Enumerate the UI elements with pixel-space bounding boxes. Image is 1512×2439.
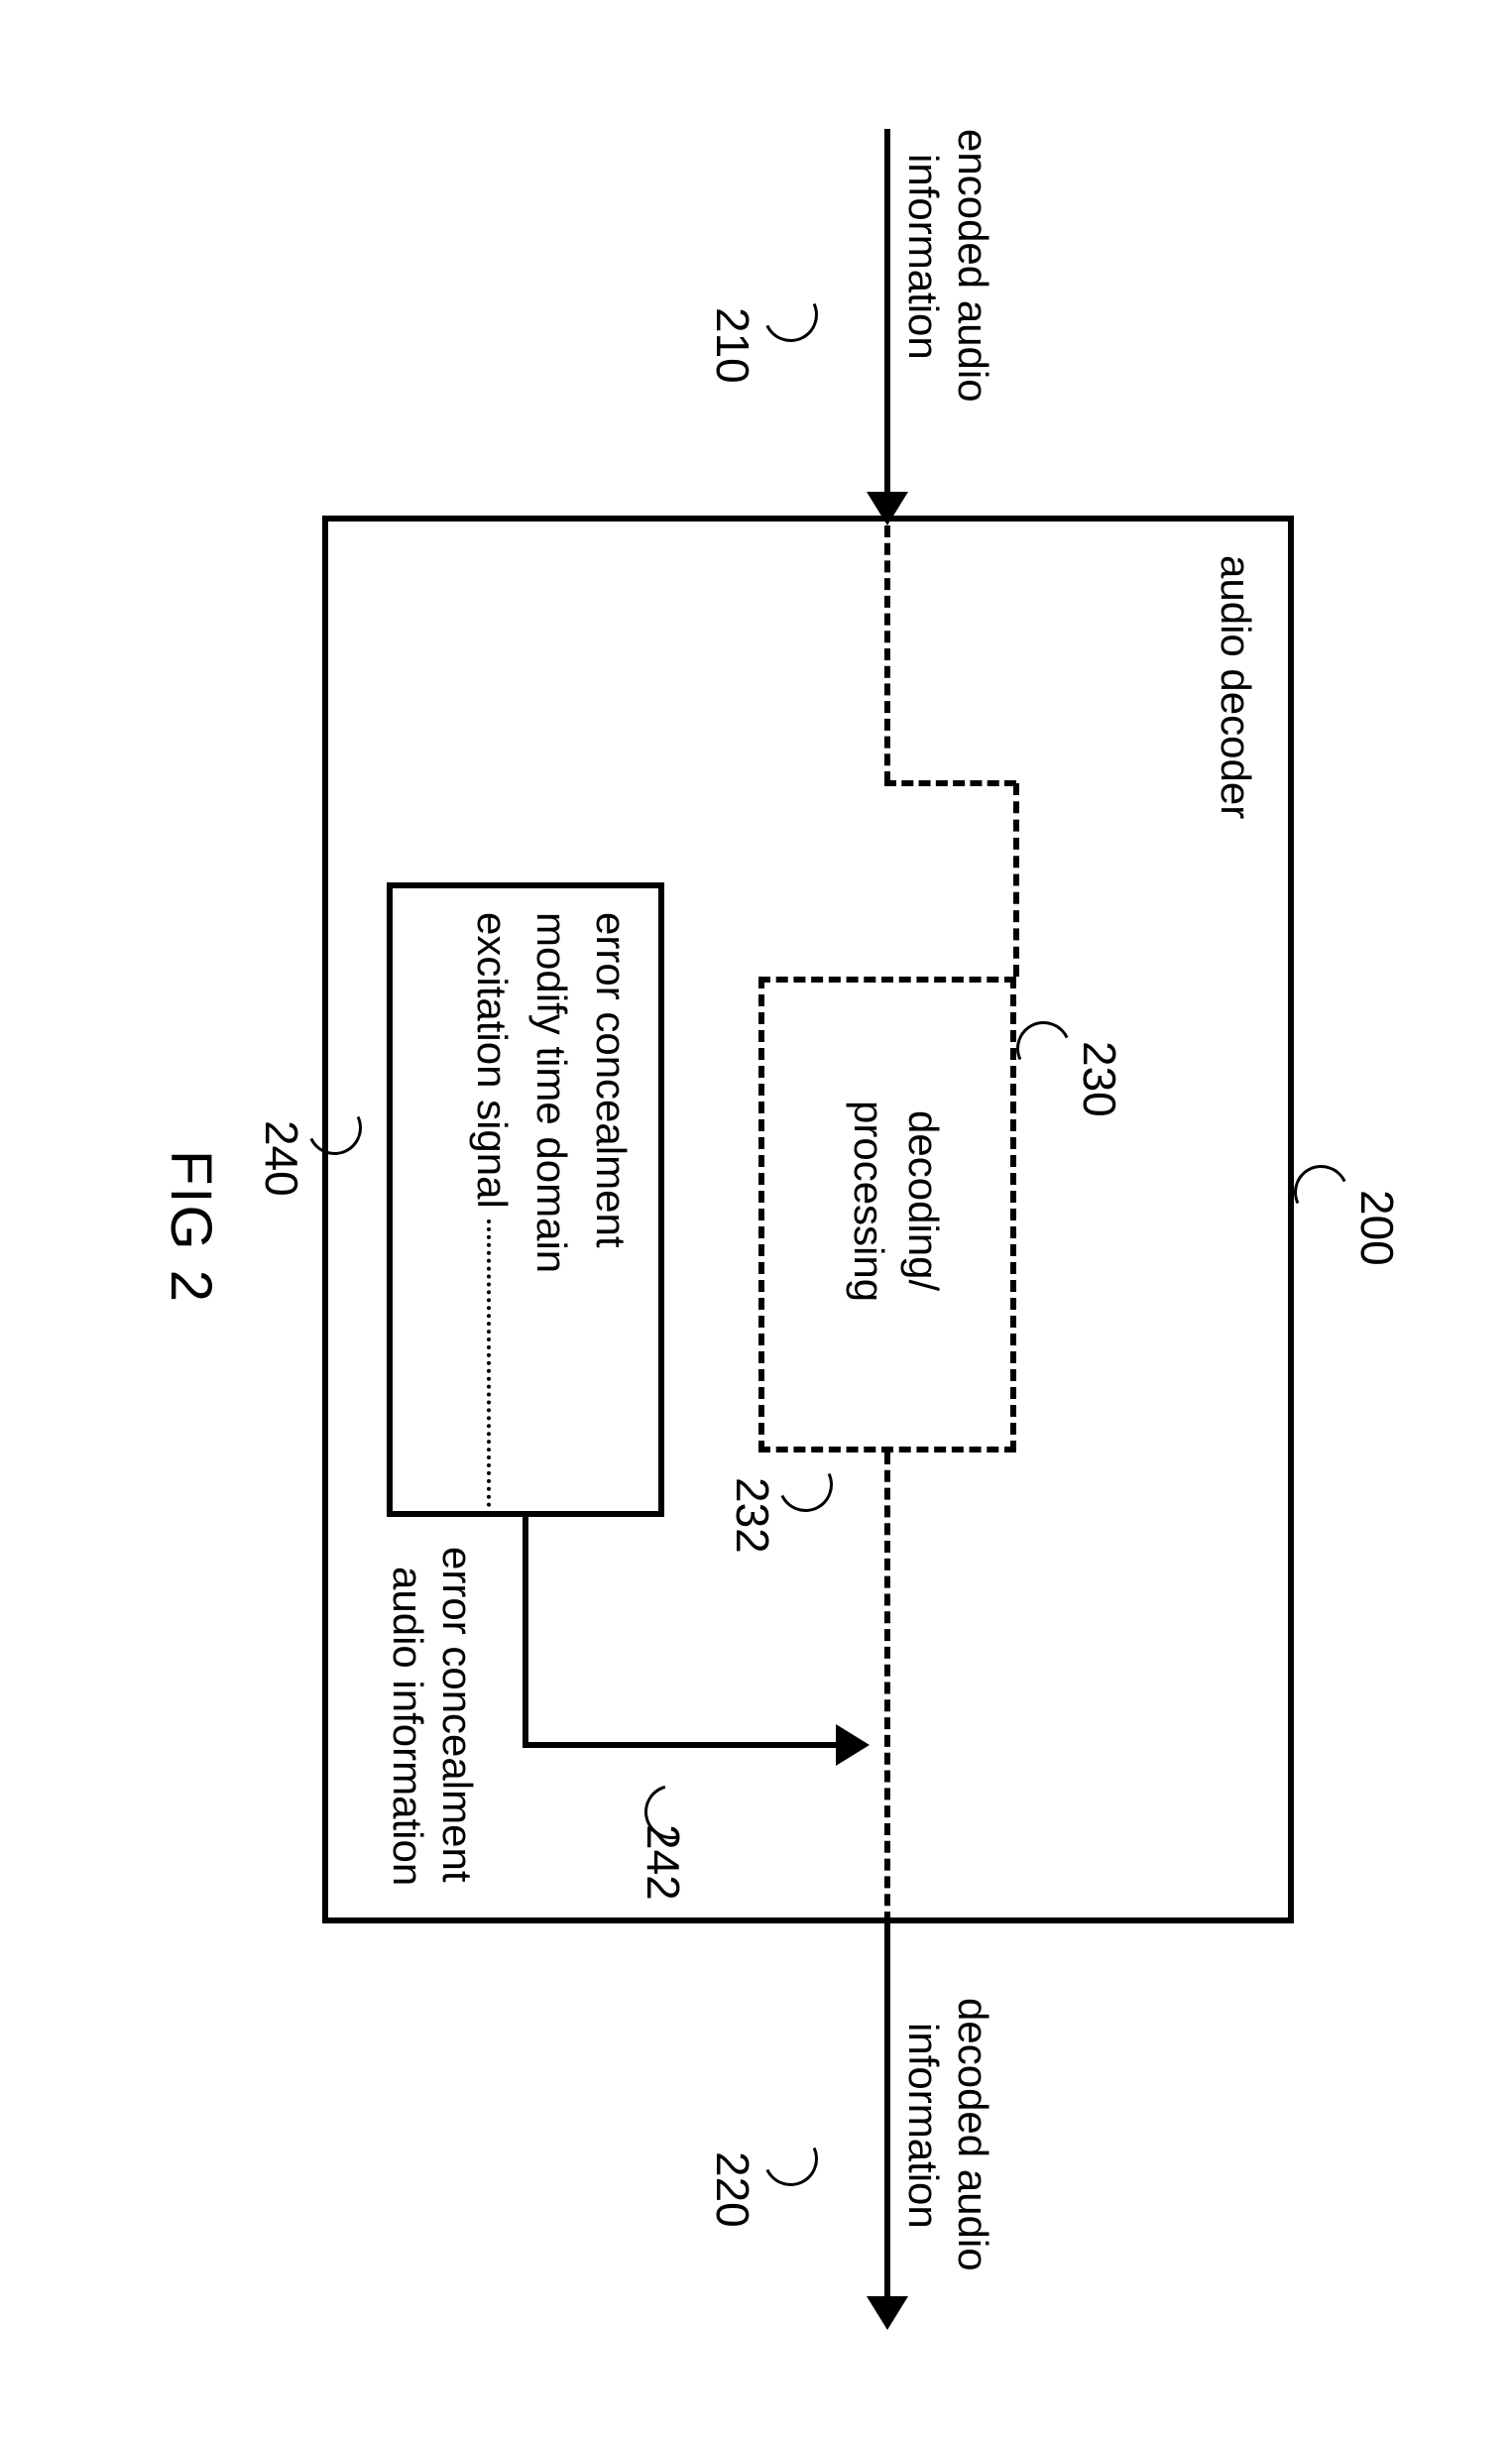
conceal-out-label-top: error concealment (433, 1547, 481, 1882)
conceal-out-label-bottom: audio information (384, 1567, 431, 1886)
dash-in-h1 (884, 525, 890, 783)
ref-230: 230 (1073, 1041, 1125, 1117)
conceal-line3: excitation signal (468, 912, 516, 1209)
conceal-out-h (523, 1517, 528, 1748)
conceal-line2: modify time domain (527, 912, 575, 1273)
output-arrow-head (867, 2296, 908, 2330)
lead-200 (1286, 1157, 1355, 1226)
rotated-canvas: audio decoder decoding/ processing error… (0, 0, 1512, 1512)
decode-line2: processing (845, 1101, 892, 1302)
conceal-arrow-head (836, 1724, 870, 1766)
ref-240: 240 (255, 1120, 307, 1197)
output-label-bottom: information (899, 2023, 947, 2229)
lead-220 (756, 2124, 825, 2193)
ref-200: 200 (1350, 1190, 1403, 1266)
input-label-top: encoded audio (949, 129, 996, 403)
output-label-top: decoded audio (949, 1998, 996, 2271)
input-arrow-line (884, 129, 890, 516)
output-arrow-line (884, 1923, 890, 2300)
audio-decoder-title: audio decoder (1212, 555, 1259, 819)
diagram-stage: audio decoder decoding/ processing error… (0, 0, 1512, 2439)
dash-in-h2 (1013, 783, 1019, 977)
conceal-out-v (523, 1742, 840, 1748)
dash-in-v (884, 780, 1016, 786)
decode-line1: decoding/ (899, 1110, 947, 1291)
dotted-trail (487, 1220, 491, 1507)
input-arrow-head (867, 492, 908, 525)
ref-210: 210 (706, 307, 758, 384)
figure-caption: FIG 2 (157, 1150, 223, 1304)
lead-210 (756, 280, 825, 349)
input-label-bottom: information (899, 154, 947, 360)
dash-out-h (884, 1452, 890, 1923)
ref-232: 232 (726, 1477, 778, 1554)
ref-220: 220 (706, 2151, 758, 2228)
conceal-line1: error concealment (587, 912, 635, 1247)
